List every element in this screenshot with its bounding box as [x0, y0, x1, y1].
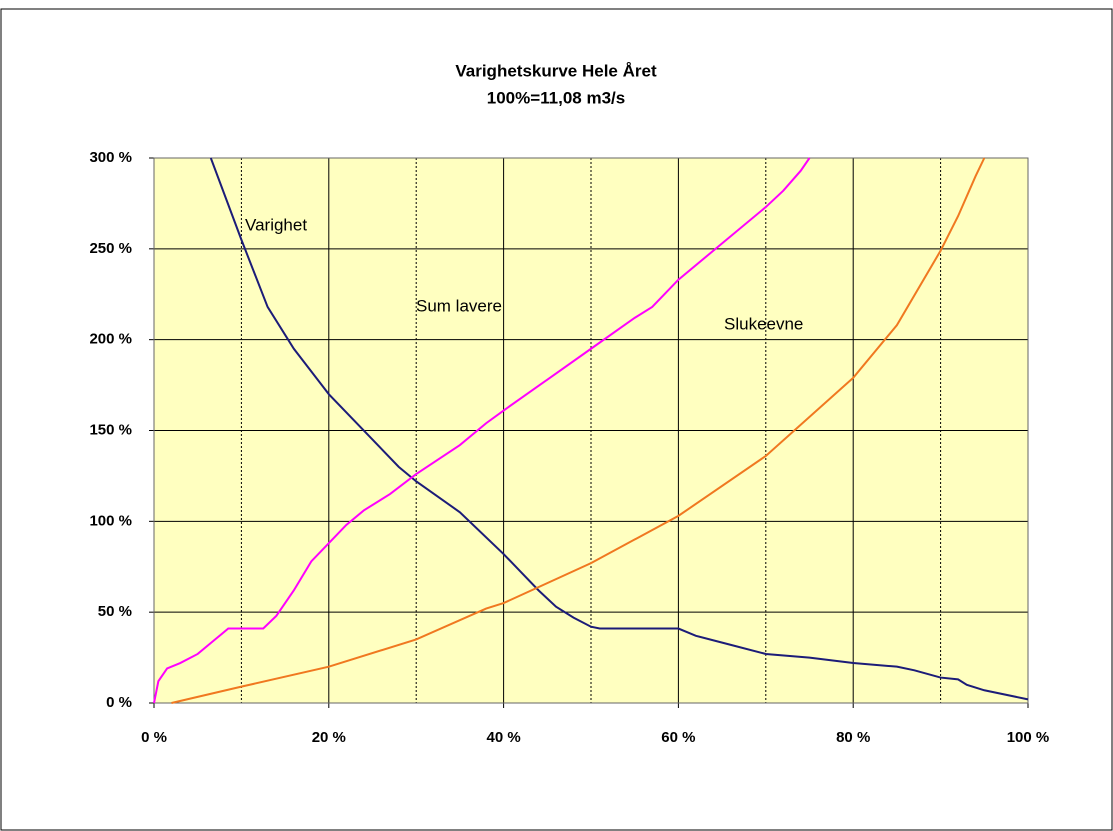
x-tick-label: 0 % [141, 729, 167, 746]
plot-border [153, 157, 1029, 704]
series-line [209, 157, 1029, 701]
y-tick-label: 50 % [98, 603, 132, 620]
x-tick-label: 80 % [836, 729, 870, 746]
x-tick-label: 20 % [312, 729, 346, 746]
series-label: Sum lavere [416, 296, 502, 315]
y-tick-label: 250 % [89, 240, 132, 257]
y-tick-label: 300 % [89, 149, 132, 166]
y-tick-label: 0 % [106, 694, 132, 711]
y-tick-label: 200 % [89, 331, 132, 348]
x-tick-label: 100 % [1007, 729, 1050, 746]
series-line [171, 157, 986, 704]
chart-title: Varighetskurve Hele Året [455, 61, 657, 80]
series-line [153, 157, 811, 704]
y-tick-label: 100 % [89, 512, 132, 529]
series-label: Varighet [245, 215, 307, 234]
series-label: Slukeevne [724, 314, 803, 333]
chart-subtitle: 100%=11,08 m3/s [487, 88, 625, 107]
x-tick-label: 60 % [661, 729, 695, 746]
y-tick-label: 150 % [89, 421, 132, 438]
x-tick-label: 40 % [486, 729, 520, 746]
